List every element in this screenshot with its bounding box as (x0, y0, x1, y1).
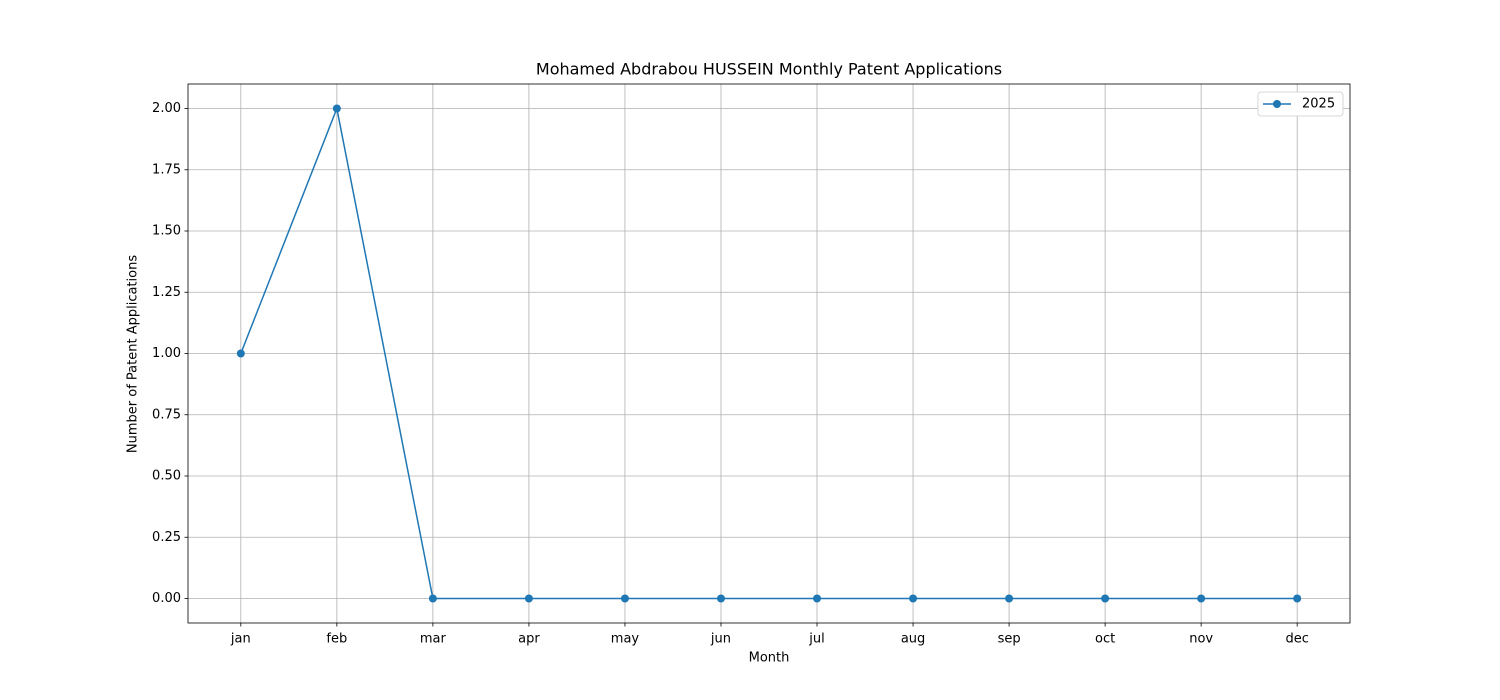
x-tick-label: jul (808, 632, 824, 647)
data-point (1101, 595, 1109, 603)
chart: Mohamed Abdrabou HUSSEIN Monthly Patent … (0, 0, 1500, 700)
y-tick-label: 0.75 (152, 407, 181, 422)
x-tick-label: dec (1285, 632, 1308, 647)
data-point (1197, 595, 1205, 603)
x-axis-label: Month (749, 651, 790, 666)
x-tick-label: oct (1095, 632, 1115, 647)
x-tick-label: apr (518, 632, 540, 647)
x-tick-label: jun (710, 632, 731, 647)
data-point (333, 105, 341, 113)
x-tick-label: may (611, 632, 640, 647)
legend-label: 2025 (1302, 97, 1335, 112)
data-point (429, 595, 437, 603)
x-tick-label: feb (326, 632, 347, 647)
y-tick-label: 0.25 (152, 530, 181, 545)
data-point (1293, 595, 1301, 603)
x-tick-label: nov (1189, 632, 1213, 647)
y-tick-label: 0.00 (152, 591, 181, 606)
x-tick-label: mar (420, 632, 447, 647)
x-tick-label: jan (230, 632, 251, 647)
y-tick-label: 1.00 (152, 346, 181, 361)
x-tick-label: sep (998, 632, 1021, 647)
data-point (813, 595, 821, 603)
legend-marker (1273, 100, 1281, 108)
data-point (237, 350, 245, 358)
y-tick-label: 1.50 (152, 224, 181, 239)
data-point (525, 595, 533, 603)
x-tick-label: aug (901, 632, 925, 647)
data-point (621, 595, 629, 603)
y-tick-label: 1.75 (152, 162, 181, 177)
y-axis-label: Number of Patent Applications (126, 255, 141, 453)
chart-title: Mohamed Abdrabou HUSSEIN Monthly Patent … (536, 60, 1002, 79)
data-point (909, 595, 917, 603)
data-point (1005, 595, 1013, 603)
y-tick-label: 1.25 (152, 285, 181, 300)
y-tick-label: 2.00 (152, 101, 181, 116)
y-tick-label: 0.50 (152, 469, 181, 484)
data-point (717, 595, 725, 603)
